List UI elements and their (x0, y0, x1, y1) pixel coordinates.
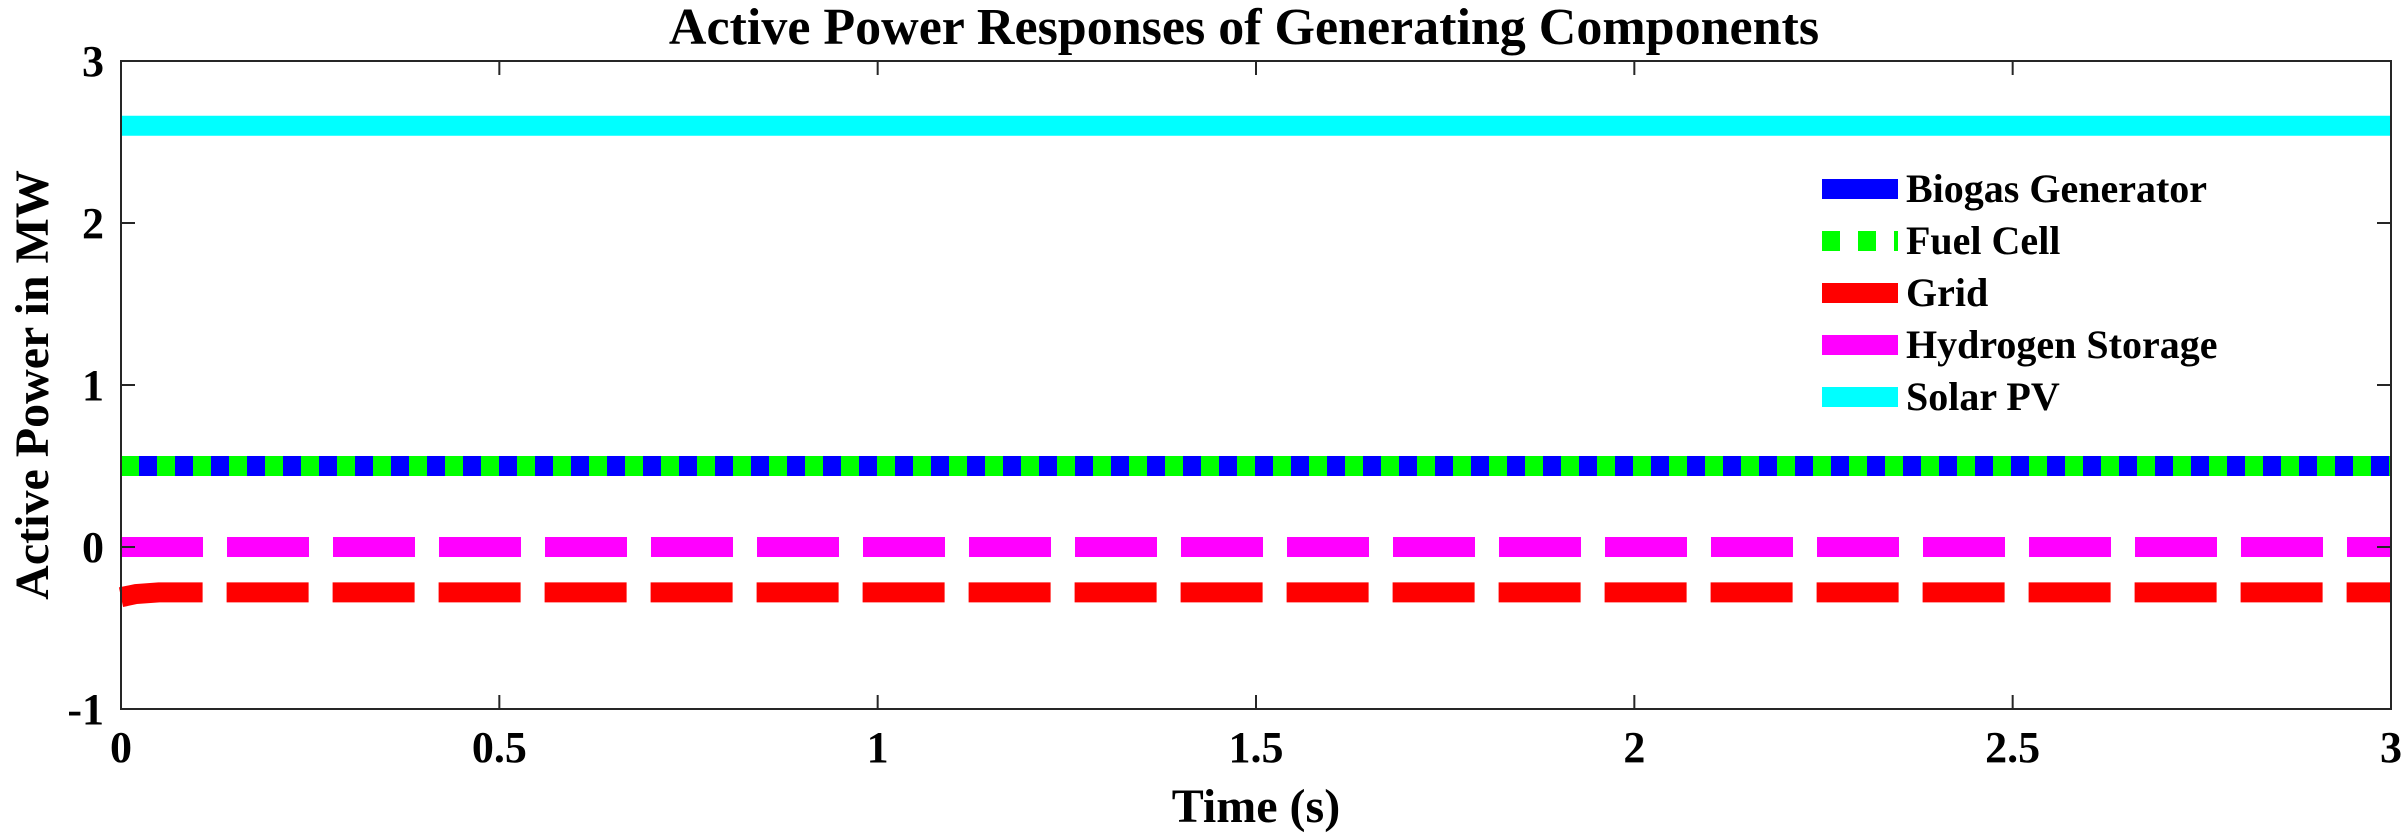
x-tick-label: 0.5 (472, 723, 527, 772)
legend-label-grid: Grid (1906, 270, 1988, 315)
y-tick-label: 1 (82, 361, 104, 410)
y-tick-label: 3 (82, 37, 104, 86)
y-tick-label: 2 (82, 199, 104, 248)
legend-label-solar-pv: Solar PV (1906, 374, 2060, 419)
chart-title: Active Power Responses of Generating Com… (669, 0, 1819, 56)
legend: Biogas Generator Fuel Cell Grid Hydrogen St… (1822, 166, 2217, 419)
series-line-grid (118, 582, 2391, 607)
series-layer (118, 115, 2391, 607)
legend-label-fuel-cell: Fuel Cell (1906, 218, 2060, 263)
x-tick-label: 3 (2380, 723, 2402, 772)
legend-label-biogas-generator: Biogas Generator (1906, 166, 2207, 211)
x-axis-label: Time (s) (1172, 780, 1340, 833)
x-tick-label: 1 (867, 723, 889, 772)
x-tick-label: 0 (110, 723, 132, 772)
x-tick-label: 1.5 (1229, 723, 1284, 772)
y-tick-label: -1 (67, 685, 104, 734)
y-axis-label: Active Power in MW (6, 170, 59, 600)
x-tick-label: 2.5 (1985, 723, 2040, 772)
legend-label-hydrogen-storage: Hydrogen Storage (1906, 322, 2217, 367)
x-tick-label: 2 (1623, 723, 1645, 772)
y-tick-label: 0 (82, 523, 104, 572)
